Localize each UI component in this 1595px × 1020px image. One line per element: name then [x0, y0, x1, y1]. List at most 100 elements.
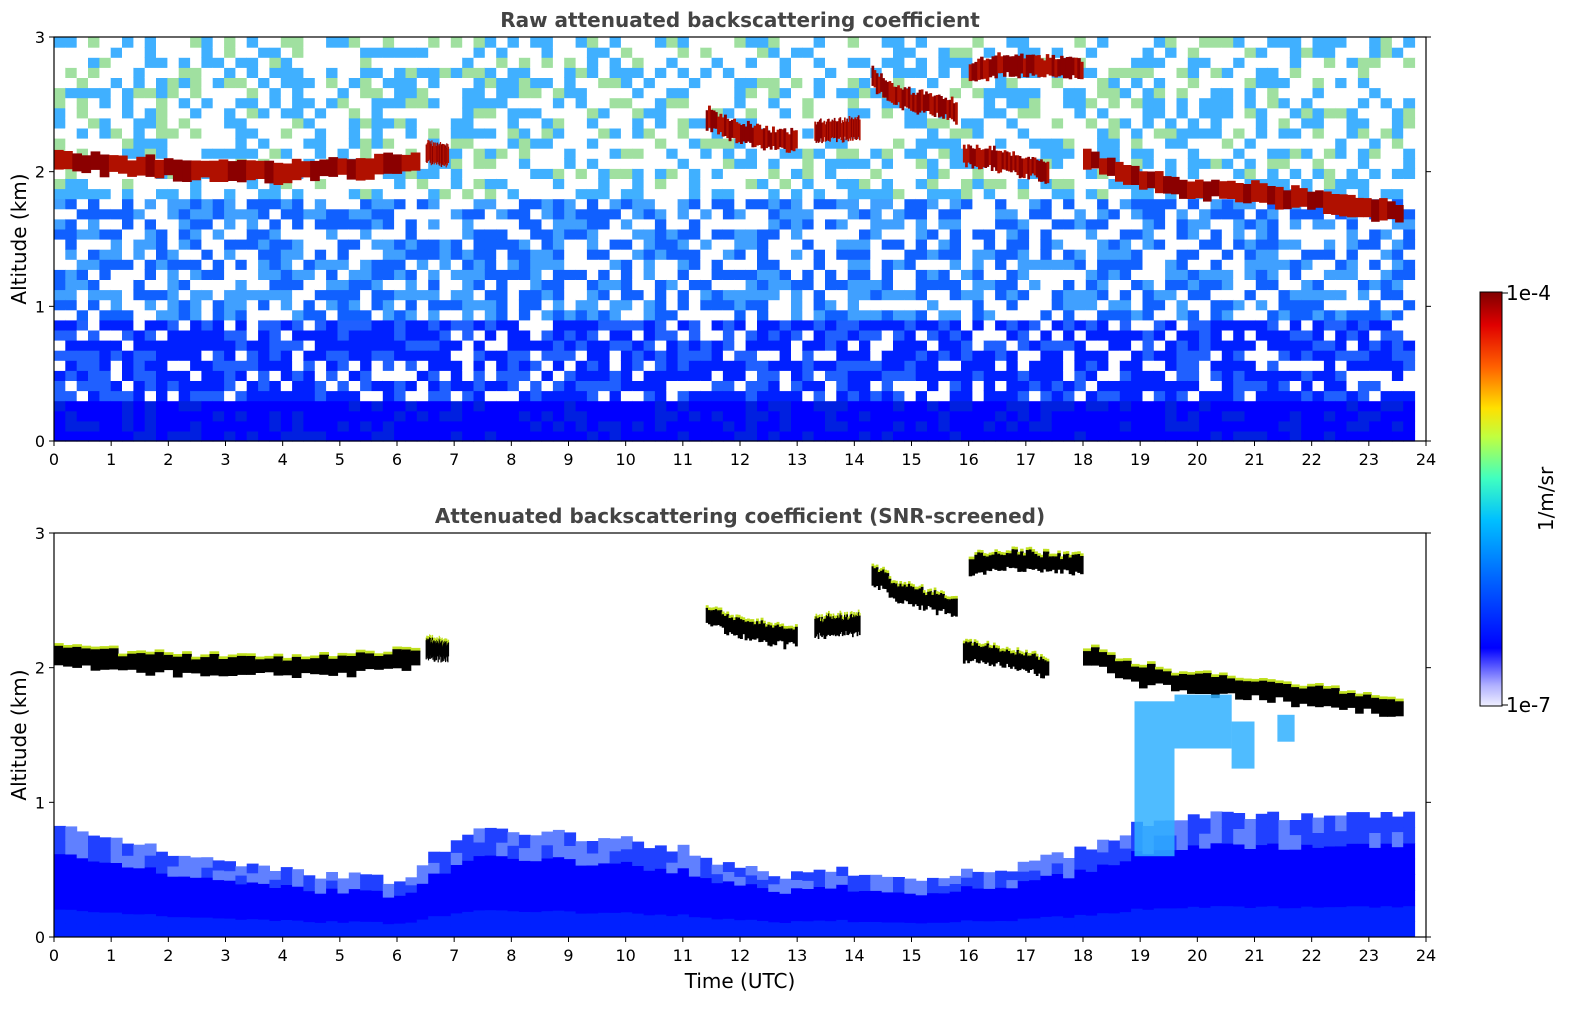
heatmap-cell: [1289, 37, 1302, 48]
heatmap-cell: [768, 148, 781, 159]
heatmap-cell: [462, 420, 475, 432]
heatmap-cell: [450, 47, 463, 58]
heatmap-cell: [666, 380, 679, 392]
heatmap-cell: [1278, 380, 1291, 392]
heatmap-cell: [1029, 47, 1041, 58]
heatmap-cell: [1119, 410, 1132, 422]
heatmap-cell: [654, 259, 667, 270]
cloud-layer-cell: [790, 127, 794, 151]
heatmap-cell: [507, 198, 520, 210]
heatmap-cell: [1165, 249, 1177, 260]
heatmap-cell: [677, 420, 690, 432]
heatmap-cell: [598, 279, 611, 291]
heatmap-cell: [348, 228, 361, 240]
heatmap-cell: [598, 269, 611, 280]
heatmap-cell: [439, 239, 452, 250]
heatmap-cell: [881, 360, 894, 371]
heatmap-cell: [178, 57, 191, 68]
heatmap-cell: [1346, 410, 1359, 422]
heatmap-cell: [99, 77, 112, 89]
heatmap-cell: [292, 370, 304, 381]
heatmap-cell: [1074, 138, 1087, 149]
heatmap-cell: [700, 148, 713, 159]
heatmap-cell: [632, 218, 645, 230]
heatmap-cell: [859, 360, 871, 371]
heatmap-cell: [575, 228, 588, 240]
heatmap-cell: [269, 400, 282, 412]
heatmap-cell: [473, 279, 486, 291]
heatmap-cell: [1153, 87, 1166, 99]
heatmap-cell: [439, 309, 452, 321]
heatmap-cell: [473, 350, 486, 361]
heatmap-cell: [518, 228, 531, 240]
heatmap-cell: [1131, 228, 1143, 240]
cloud-layer-cell: [914, 94, 918, 113]
heatmap-cell: [1153, 329, 1166, 341]
heatmap-cell: [904, 37, 917, 48]
heatmap-cell: [1267, 228, 1280, 240]
heatmap-cell: [76, 127, 89, 139]
heatmap-cell: [1131, 67, 1143, 78]
heatmap-cell: [110, 299, 123, 311]
heatmap-cell: [1335, 400, 1348, 412]
heatmap-cell: [620, 299, 633, 311]
heatmap-cell: [1391, 279, 1404, 291]
heatmap-cell: [632, 127, 645, 139]
heatmap-cell: [292, 228, 304, 240]
heatmap-cell: [530, 360, 543, 371]
heatmap-cell: [1097, 138, 1109, 149]
heatmap-cell: [859, 37, 871, 48]
heatmap-cell: [802, 340, 815, 351]
heatmap-cell: [1108, 239, 1121, 250]
heatmap-cell: [190, 47, 202, 58]
heatmap-cell: [1176, 309, 1189, 321]
heatmap-cell: [836, 269, 849, 280]
heatmap-cell: [1357, 117, 1370, 129]
heatmap-cell: [711, 319, 724, 331]
heatmap-cell: [768, 350, 781, 361]
heatmap-cell: [54, 319, 66, 331]
heatmap-cell: [439, 138, 452, 149]
heatmap-cell: [779, 360, 792, 371]
heatmap-cell: [666, 37, 679, 48]
heatmap-cell: [1187, 37, 1200, 48]
heatmap-cell: [745, 279, 758, 291]
heatmap-cell: [1255, 279, 1268, 291]
heatmap-cell: [1119, 239, 1132, 250]
heatmap-cell: [1255, 168, 1268, 179]
heatmap-cell: [1233, 279, 1246, 291]
heatmap-cell: [893, 410, 905, 422]
heatmap-cell: [439, 117, 452, 129]
heatmap-cell: [586, 87, 599, 99]
heatmap-cell: [666, 168, 679, 179]
heatmap-cell: [1301, 370, 1314, 381]
heatmap-cell: [666, 228, 679, 240]
heatmap-cell: [1403, 57, 1416, 68]
heatmap-cell: [428, 370, 441, 381]
heatmap-cell: [552, 57, 565, 68]
heatmap-cell: [530, 107, 543, 119]
heatmap-cell: [722, 289, 735, 301]
heatmap-cell: [870, 117, 883, 129]
heatmap-cell: [416, 410, 429, 422]
heatmap-cell: [688, 47, 701, 58]
heatmap-cell: [1380, 178, 1393, 190]
heatmap-cell: [609, 350, 622, 361]
heatmap-cell: [88, 350, 100, 361]
heatmap-cell: [791, 430, 803, 442]
heatmap-cell: [598, 138, 611, 149]
heatmap-cell: [1017, 148, 1030, 159]
heatmap-cell: [54, 340, 66, 351]
heatmap-cell: [1165, 400, 1177, 412]
heatmap-cell: [416, 158, 429, 169]
heatmap-cell: [110, 178, 123, 190]
heatmap-cell: [1176, 350, 1189, 361]
heatmap-cell: [881, 350, 894, 361]
heatmap-cell: [609, 77, 622, 89]
heatmap-cell: [1323, 218, 1336, 230]
heatmap-cell: [178, 47, 191, 58]
heatmap-cell: [1346, 269, 1359, 280]
heatmap-cell: [768, 97, 781, 109]
heatmap-cell: [1085, 228, 1098, 240]
heatmap-cell: [144, 360, 157, 371]
